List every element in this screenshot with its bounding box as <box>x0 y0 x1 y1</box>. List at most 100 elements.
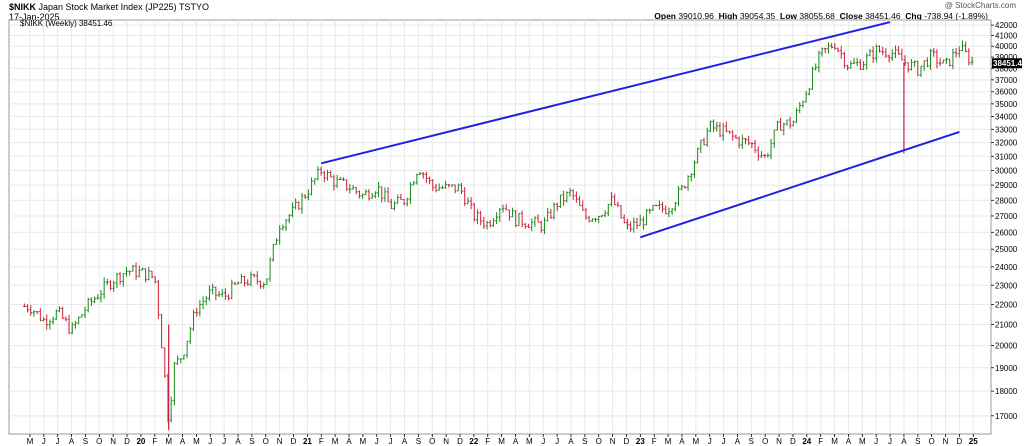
x-tick-label: O <box>929 437 935 446</box>
y-tick-label: 34000 <box>995 112 1018 121</box>
low-value: 38055.68 <box>799 11 835 21</box>
low-label: Low <box>780 11 798 21</box>
y-tick-label: 23000 <box>995 281 1018 290</box>
y-tick-label: 35000 <box>995 100 1018 109</box>
x-tick-label: O <box>762 437 768 446</box>
y-axis: 17000 18000 19000 20000 21000 22000 23000 24000… <box>991 21 1018 421</box>
trend-line <box>321 21 891 165</box>
plot-frame <box>8 19 992 435</box>
x-tick-label: J <box>722 437 726 446</box>
x-axis: M J J A S O N D 20 F M A M J J A S O N D 21 F M A M J J A S O N D 22 F M A M… <box>27 434 978 446</box>
x-tick-label: 23 <box>636 437 645 446</box>
x-tick-label: J <box>389 437 393 446</box>
y-tick-label: 40000 <box>995 42 1018 51</box>
x-tick-label: N <box>277 437 283 446</box>
x-tick-label: 24 <box>802 437 811 446</box>
y-tick-label: 36000 <box>995 88 1018 97</box>
x-tick-label: D <box>790 437 796 446</box>
x-tick-label: A <box>69 437 75 446</box>
y-tick-label: 39000 <box>995 53 1018 62</box>
y-tick-label: 24000 <box>995 263 1018 272</box>
x-tick-label: F <box>319 437 324 446</box>
x-tick-label: M <box>831 437 838 446</box>
y-tick-label: 18000 <box>995 387 1018 396</box>
x-tick-label: J <box>874 437 878 446</box>
y-tick-label: 30000 <box>995 166 1018 175</box>
chg-value: -738.94 (-1.89%) <box>924 11 988 21</box>
x-tick-label: M <box>498 437 505 446</box>
x-tick-label: A <box>846 437 852 446</box>
y-tick-label: 32000 <box>995 139 1018 148</box>
open-label: Open <box>654 11 676 21</box>
y-tick-label: 22000 <box>995 300 1018 309</box>
y-tick-label: 31000 <box>995 152 1018 161</box>
x-tick-label: 25 <box>969 437 978 446</box>
x-tick-label: N <box>776 437 782 446</box>
exchange: TSTYO <box>178 2 209 12</box>
x-tick-label: J <box>56 437 60 446</box>
x-tick-label: D <box>457 437 463 446</box>
y-tick-label: 38000 <box>995 64 1018 73</box>
x-tick-label: S <box>749 437 754 446</box>
close-value: 38451.46 <box>865 11 901 21</box>
x-tick-label: D <box>957 437 963 446</box>
x-tick-label: M <box>193 437 200 446</box>
y-tick-label: 21000 <box>995 321 1018 330</box>
chart-title: $NIKK Japan Stock Market Index (JP225) T… <box>9 2 209 12</box>
x-tick-label: A <box>180 437 186 446</box>
x-tick-label: O <box>96 437 102 446</box>
x-tick-label: S <box>915 437 920 446</box>
x-tick-label: M <box>665 437 672 446</box>
x-tick-label: F <box>485 437 490 446</box>
x-tick-label: J <box>42 437 46 446</box>
symbol: $NIKK <box>9 2 37 12</box>
y-tick-label: 28000 <box>995 196 1018 205</box>
x-tick-label: N <box>110 437 116 446</box>
x-tick-label: F <box>152 437 157 446</box>
x-tick-label: A <box>235 437 241 446</box>
high-label: High <box>718 11 738 21</box>
high-value: 39054.35 <box>739 11 776 21</box>
y-tick-label: 20000 <box>995 342 1018 351</box>
x-tick-label: 21 <box>303 437 312 446</box>
x-tick-label: J <box>888 437 892 446</box>
grid <box>9 20 991 434</box>
x-tick-label: 22 <box>469 437 478 446</box>
x-tick-label: J <box>541 437 545 446</box>
x-tick-label: M <box>859 437 866 446</box>
x-tick-label: S <box>416 437 421 446</box>
y-tick-label: 25000 <box>995 245 1018 254</box>
x-tick-label: D <box>291 437 297 446</box>
svg-text:38451.46: 38451.46 <box>993 59 1024 68</box>
x-tick-label: A <box>901 437 907 446</box>
y-tick-label: 29000 <box>995 181 1018 190</box>
price-bars <box>23 40 974 431</box>
x-tick-label: O <box>263 437 269 446</box>
x-tick-label: A <box>568 437 574 446</box>
x-tick-label: N <box>610 437 616 446</box>
x-tick-label: M <box>360 437 367 446</box>
chart-date: 17-Jan-2025 <box>9 12 60 22</box>
x-tick-label: O <box>429 437 435 446</box>
x-tick-label: A <box>513 437 519 446</box>
x-tick-label: J <box>375 437 379 446</box>
y-tick-label: 37000 <box>995 76 1018 85</box>
x-tick-label: S <box>249 437 254 446</box>
x-tick-label: F <box>652 437 657 446</box>
x-tick-label: J <box>208 437 212 446</box>
x-tick-label: N <box>443 437 449 446</box>
y-tick-label: 17000 <box>995 412 1018 421</box>
ohlc-readout: Open 39010.96 High 39054.35 Low 38055.68… <box>654 11 988 21</box>
x-tick-label: S <box>582 437 587 446</box>
x-tick-label: A <box>346 437 352 446</box>
x-tick-label: J <box>708 437 712 446</box>
chart-header: $NIKK Japan Stock Market Index (JP225) T… <box>0 0 1024 22</box>
x-tick-label: J <box>555 437 559 446</box>
y-tick-label: 19000 <box>995 364 1018 373</box>
trend-lines <box>321 21 960 239</box>
last-price-tag: 38451.46 <box>992 58 1024 69</box>
open-value: 39010.96 <box>678 11 714 21</box>
x-tick-label: M <box>692 437 699 446</box>
watermark: @ StockCharts.com <box>944 1 1016 10</box>
